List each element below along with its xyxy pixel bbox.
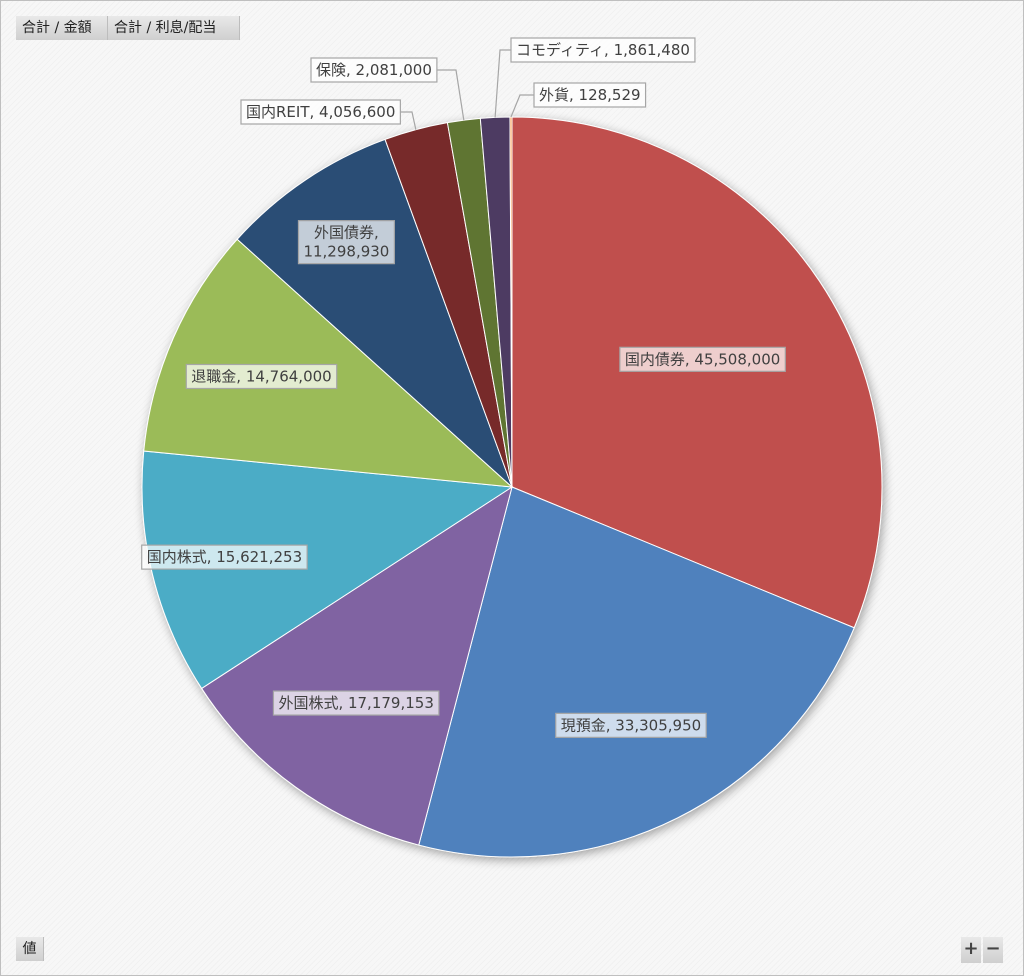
data-label-0: 国内債券, 45,508,000: [619, 346, 786, 372]
pie-slice-1[interactable]: [418, 486, 855, 858]
zoom-in-button[interactable]: +: [961, 937, 981, 963]
data-label-text: 退職金, 14,764,000: [191, 367, 331, 385]
data-label-text: 国内REIT, 4,056,600: [246, 103, 395, 121]
data-label-box: [141, 544, 308, 570]
data-label-text: 国内株式, 15,621,253: [147, 548, 302, 566]
data-label-box: [240, 99, 401, 125]
data-label-box: [185, 363, 338, 390]
data-label-text: 国内債券, 45,508,000: [625, 350, 780, 368]
data-label-text: 外貨, 128,529: [539, 86, 641, 104]
data-label-box: [619, 346, 786, 372]
data-label-box: [272, 690, 440, 716]
data-label-7: 保険, 2,081,000: [310, 57, 438, 83]
leader-line-6: [400, 111, 417, 130]
pie-slice-2[interactable]: [200, 485, 513, 846]
leader-line-9: [510, 94, 534, 118]
data-label-5: 外国債券,11,298,930: [297, 220, 395, 265]
field-button-values[interactable]: 値: [16, 937, 44, 961]
data-label-text: 保険, 2,081,000: [316, 61, 432, 79]
data-label-4: 退職金, 14,764,000: [185, 363, 338, 390]
data-label-text: 11,298,930: [303, 243, 389, 261]
data-label-8: コモディティ, 1,861,480: [510, 37, 696, 63]
field-button-sum-amount[interactable]: 合計 / 金額: [16, 16, 108, 40]
data-label-text: コモディティ, 1,861,480: [516, 41, 690, 59]
data-label-text: 現預金, 33,305,950: [561, 716, 701, 734]
leader-line-8: [494, 49, 511, 118]
field-button-sum-interest[interactable]: 合計 / 利息/配当: [108, 16, 240, 40]
pie-slice-4[interactable]: [143, 238, 514, 488]
data-label-box: [533, 82, 647, 108]
data-label-box: [510, 37, 696, 63]
data-label-9: 外貨, 128,529: [533, 82, 647, 108]
data-label-2: 外国株式, 17,179,153: [272, 690, 440, 716]
data-label-box: [297, 220, 395, 265]
data-label-text: 外国債券,: [314, 224, 379, 242]
pie-slice-9[interactable]: [509, 116, 513, 488]
data-label-text: 外国株式, 17,179,153: [278, 694, 433, 712]
pie-slice-3[interactable]: [141, 450, 514, 690]
data-label-box: [555, 712, 707, 738]
data-label-box: [310, 57, 438, 83]
data-label-3: 国内株式, 15,621,253: [141, 544, 308, 570]
leader-line-7: [436, 69, 465, 121]
pie-slice-0[interactable]: [511, 116, 883, 629]
zoom-out-button[interactable]: −: [983, 937, 1003, 963]
data-label-1: 現預金, 33,305,950: [555, 712, 707, 738]
data-label-6: 国内REIT, 4,056,600: [240, 99, 401, 125]
